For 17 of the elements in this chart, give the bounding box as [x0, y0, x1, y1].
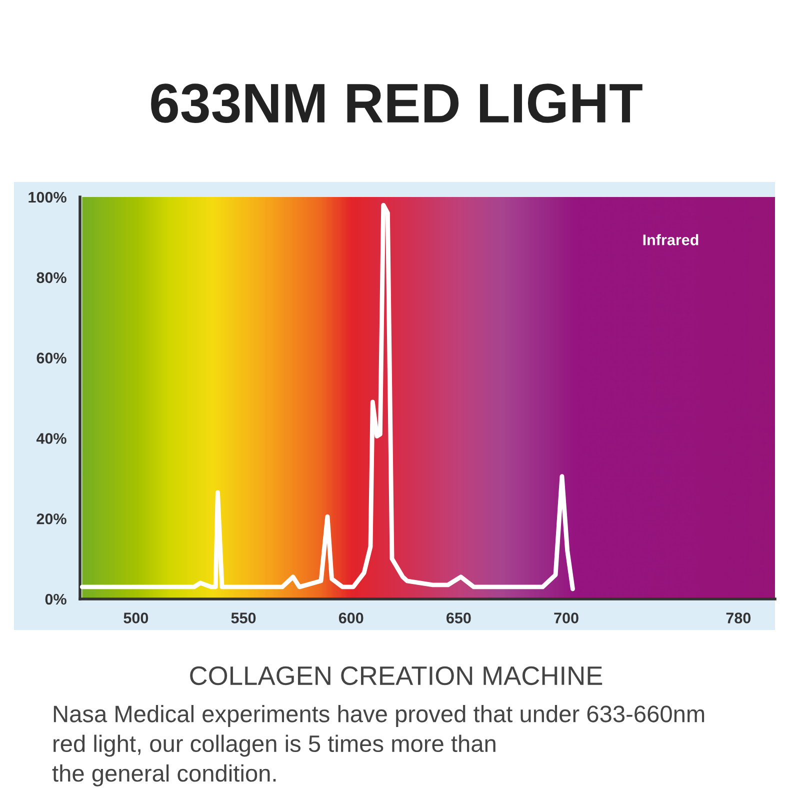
- y-tick-label: 100%: [28, 192, 66, 203]
- y-tick-label: 0%: [45, 594, 66, 605]
- x-tick-label: 700: [554, 612, 578, 624]
- y-tick-label: 80%: [36, 272, 66, 284]
- x-tick-label: 600: [338, 612, 364, 624]
- y-tick-label: 40%: [36, 433, 66, 444]
- x-tick-label: 780: [726, 612, 751, 624]
- x-tick-label: 650: [446, 612, 471, 624]
- annotation: Infrared: [643, 234, 698, 246]
- chart-title: 633NM RED LIGHT: [151, 84, 642, 123]
- text: Nasa Medical experiments have proved that under 633-660nm red light, our collagen is 5 times more than the general condition.: [52, 705, 704, 786]
- x-tick-label: 550: [231, 612, 256, 624]
- text: COLLAGEN CREATION MACHINE: [190, 666, 602, 686]
- y-tick-label: 20%: [36, 513, 66, 524]
- line-series: [80, 202, 575, 592]
- x-tick-label: 500: [124, 612, 148, 624]
- y-tick-label: 60%: [36, 352, 66, 364]
